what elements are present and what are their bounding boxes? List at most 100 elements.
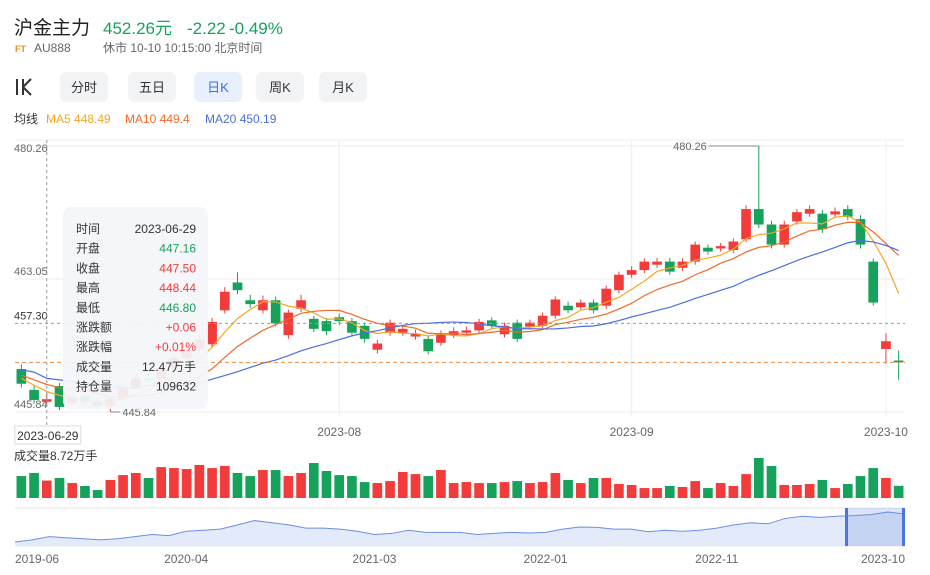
volume-bar [410, 474, 421, 498]
volume-bar [601, 478, 612, 498]
candle-body [512, 322, 523, 339]
volume-bar [652, 488, 662, 498]
candle-body [537, 315, 548, 326]
candle-body [728, 241, 739, 251]
candle-body [219, 291, 230, 311]
tooltip-value: 447.16 [159, 242, 196, 256]
tooltip-label: 收盘 [76, 260, 100, 275]
y-tick-label: 480.26 [14, 143, 48, 155]
navigator-handle-left[interactable] [845, 508, 848, 546]
min-label: 445.84 [122, 407, 156, 419]
candle-icon[interactable] [16, 78, 32, 96]
candle-body [830, 211, 840, 215]
tooltip-value: 12.47万手 [142, 360, 196, 374]
candle-body [436, 333, 446, 343]
volume-bar [766, 465, 777, 498]
volume-bar [385, 481, 395, 498]
volume-bar [245, 476, 256, 498]
ma-legend: MA5 448.49 [46, 112, 111, 126]
max-label: 480.26 [673, 141, 707, 153]
volume-bar [779, 484, 790, 498]
tab[interactable]: 日K [194, 72, 242, 102]
tooltip-value: 446.80 [159, 301, 196, 315]
navigator-selection[interactable] [846, 508, 904, 546]
tooltip-value: 447.50 [159, 261, 196, 275]
candle-body [54, 386, 65, 407]
volume-bar [283, 476, 294, 498]
candle-body [703, 247, 713, 252]
candle-body [753, 209, 764, 225]
volume-bar [41, 480, 52, 498]
code: AU888 [34, 41, 71, 55]
tab-bg[interactable] [194, 72, 242, 102]
candle-body [448, 331, 459, 336]
tab-bg[interactable] [60, 72, 108, 102]
volume-bar [626, 484, 637, 498]
candle-body [715, 246, 726, 249]
candle-body [626, 270, 637, 275]
volume-bar [461, 482, 472, 498]
volume-bar [664, 485, 675, 498]
volume-bar [893, 485, 904, 498]
tooltip-value: 109632 [156, 380, 196, 394]
volume-bar [855, 476, 866, 498]
volume-bar [347, 476, 357, 498]
navigator-handle-right[interactable] [902, 508, 905, 546]
tab-bg[interactable] [256, 72, 304, 102]
volume-bar [677, 486, 688, 498]
tooltip-label: 涨跌幅 [76, 339, 112, 354]
candle-body [474, 321, 484, 331]
volume-bar [156, 467, 167, 498]
candle-body [881, 341, 891, 349]
tooltip-label: 涨跌额 [76, 320, 112, 335]
candle-body [525, 322, 535, 327]
candle-body [842, 209, 853, 217]
tooltip: 时间 2023-06-29 开盘 447.16 收盘 447.50 最高 448.44 最低 44… [63, 207, 208, 409]
candle-body [372, 343, 383, 350]
volume-bar [308, 463, 319, 498]
navigator-tick-label: 2022-11 [695, 552, 738, 566]
volume-bar [474, 483, 484, 498]
tooltip-label: 最高 [76, 280, 100, 295]
candle-body [855, 219, 866, 245]
tab-label[interactable]: 日K [207, 80, 229, 95]
volume-bar [118, 475, 128, 498]
volume-bar [703, 488, 713, 498]
volume-bar [258, 470, 268, 498]
volume-bar [639, 488, 650, 498]
navigator-tick-label: 2022-01 [524, 552, 568, 566]
ma-legend-name: MA20 [205, 112, 237, 126]
tab-label[interactable]: 月K [332, 80, 354, 95]
tab-label[interactable]: 五日 [139, 80, 165, 95]
tab-label[interactable]: 周K [269, 80, 291, 95]
tab[interactable]: 分时 [60, 72, 108, 102]
price: 452.26元 [103, 19, 172, 38]
instrument-name: 沪金主力 [14, 17, 90, 39]
candle-body [397, 328, 408, 333]
y-tick-label: 463.05 [14, 266, 48, 278]
tab[interactable]: 周K [256, 72, 304, 102]
candle-body [588, 302, 599, 311]
tab[interactable]: 月K [319, 72, 367, 102]
candle-body [639, 261, 650, 271]
volume-bar [423, 476, 434, 498]
ma-legend-title: 均线 [14, 112, 38, 126]
volume-bar [372, 483, 383, 498]
volume-bar [486, 483, 497, 498]
volume-bar [207, 468, 217, 498]
volume-bar [334, 475, 345, 498]
candle-body [601, 288, 612, 306]
tab[interactable]: 五日 [128, 72, 176, 102]
price-change-pct: -0.49% [229, 19, 283, 38]
volume-bar [715, 483, 726, 498]
tab-bg[interactable] [128, 72, 176, 102]
crosshair-x-label-bg [14, 425, 82, 445]
tab-label[interactable]: 分时 [71, 80, 97, 95]
candle-body [792, 212, 802, 222]
tab-bg[interactable] [319, 72, 367, 102]
candle-body [652, 261, 662, 265]
tooltip-value: 448.44 [159, 281, 196, 295]
volume-bar [321, 471, 332, 498]
ma-legend-value: 450.19 [240, 112, 277, 126]
